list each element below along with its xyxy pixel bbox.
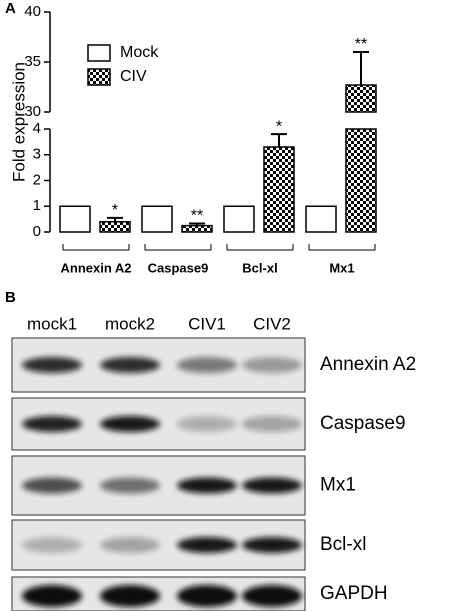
legend-label: CIV <box>120 68 147 85</box>
error-bar <box>107 216 123 222</box>
lane-label: CIV2 <box>253 314 291 333</box>
blot-band <box>242 357 302 373</box>
blot-band <box>177 537 237 553</box>
significance-label: ** <box>355 36 367 53</box>
blot-band <box>100 537 160 553</box>
y-tick-label: 0 <box>33 223 41 240</box>
blot-band <box>100 357 160 373</box>
y-tick-label: 35 <box>24 53 41 70</box>
y-tick-label: 2 <box>33 171 41 188</box>
blot-band <box>242 537 302 553</box>
lane-label: CIV1 <box>188 314 226 333</box>
blot-band <box>22 477 82 494</box>
category-bracket <box>308 244 376 251</box>
protein-label: Mx1 <box>320 475 356 496</box>
lane-label: mock2 <box>105 314 155 333</box>
significance-label: * <box>276 118 282 135</box>
blot-band <box>100 416 160 432</box>
bar <box>141 205 173 233</box>
blot-band <box>177 357 237 373</box>
y-tick-label: 3 <box>33 146 41 163</box>
blot-band <box>22 537 82 553</box>
significance-label: ** <box>191 208 203 225</box>
x-tick-label: Annexin A2 <box>60 260 131 275</box>
legend-swatch <box>87 68 111 86</box>
bar <box>305 205 337 233</box>
lane-label: mock1 <box>27 314 77 333</box>
error-bar <box>189 222 205 226</box>
protein-label: Bcl-xl <box>320 534 366 555</box>
y-tick-label: 30 <box>24 103 41 120</box>
bar <box>99 220 131 233</box>
blot-band <box>242 416 302 432</box>
x-tick-label: Bcl-xl <box>242 260 277 275</box>
panel-label: A <box>5 0 16 17</box>
protein-label: Annexin A2 <box>320 354 416 375</box>
blot-band <box>177 477 237 494</box>
bar <box>223 205 255 233</box>
blot-band <box>22 357 82 373</box>
error-bar <box>353 51 369 85</box>
bar <box>345 84 377 233</box>
bar <box>263 146 295 233</box>
legend-label: Mock <box>120 44 159 61</box>
blot-band <box>177 416 237 432</box>
bar <box>59 205 91 233</box>
protein-label: GAPDH <box>320 583 388 604</box>
category-bracket <box>144 244 212 251</box>
category-bracket <box>226 244 294 251</box>
legend-swatch <box>87 44 111 62</box>
blot-band <box>177 585 237 607</box>
x-tick-label: Caspase9 <box>148 260 209 275</box>
y-tick-label: 40 <box>24 3 41 20</box>
y-axis-label: Fold expression <box>9 62 28 182</box>
blot-band <box>22 416 82 432</box>
protein-label: Caspase9 <box>320 413 406 434</box>
x-tick-label: Mx1 <box>329 260 354 275</box>
y-tick-label: 1 <box>33 197 41 214</box>
blot-band <box>242 477 302 494</box>
blot-band <box>100 477 160 494</box>
blot-band <box>22 585 82 607</box>
blot-band <box>242 585 302 607</box>
error-bar <box>271 133 287 148</box>
blot-band <box>100 585 160 607</box>
y-tick-label: 4 <box>33 120 41 137</box>
significance-label: * <box>112 202 118 219</box>
category-bracket <box>62 244 130 251</box>
panel-label: B <box>5 289 16 306</box>
bar <box>181 224 213 233</box>
